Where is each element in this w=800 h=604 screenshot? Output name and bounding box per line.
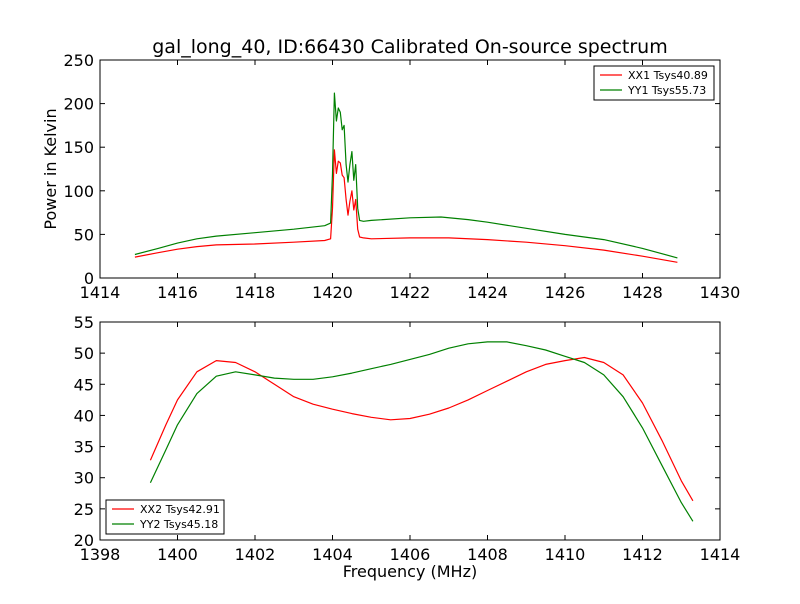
legend-label: YY1 Tsys55.73 [627, 84, 706, 97]
legend: XX2 Tsys42.91 YY2 Tsys45.18 [105, 499, 225, 535]
x-tick-label: 1424 [467, 283, 508, 302]
x-tick-label: 1412 [622, 545, 663, 564]
y-tick-label: 20 [74, 531, 94, 550]
legend-frame [105, 499, 225, 535]
chart-title: gal_long_40, ID:66430 Calibrated On-sour… [152, 36, 667, 58]
series-line-xx1 [134, 149, 678, 263]
x-tick-label: 1408 [467, 545, 508, 564]
plot-panel-bottom: 1398 1400 1402 1404 1406 1408 1410 1412 1414 20 25… [74, 313, 741, 581]
y-tick-label: 150 [63, 138, 94, 157]
y-tick-label: 30 [74, 469, 94, 488]
x-tick-label: 1420 [312, 283, 353, 302]
x-tick-label: 1426 [545, 283, 586, 302]
y-tick-label: 50 [74, 225, 94, 244]
legend: XX1 Tsys40.89 YY1 Tsys55.73 [593, 65, 715, 101]
x-axis-title: Frequency (MHz) [343, 562, 477, 581]
x-tick-label: 1430 [700, 283, 741, 302]
y-tick-label: 40 [74, 406, 94, 425]
x-tick-label: 1414 [80, 283, 121, 302]
x-tick-label: 1402 [235, 545, 276, 564]
x-tick-label: 1406 [390, 545, 431, 564]
x-tick-label: 1400 [157, 545, 198, 564]
legend-label: XX1 Tsys40.89 [628, 69, 708, 82]
series-line-yy1 [134, 92, 678, 259]
legend-frame [593, 65, 715, 101]
legend-label: YY2 Tsys45.18 [139, 518, 218, 531]
y-tick-label: 50 [74, 344, 94, 363]
y-tick-label: 200 [63, 95, 94, 114]
x-tick-label: 1398 [80, 545, 121, 564]
y-tick-label: 45 [74, 375, 94, 394]
legend-label: XX2 Tsys42.91 [140, 503, 220, 516]
x-tick-label: 1428 [622, 283, 663, 302]
y-tick-label: 25 [74, 500, 94, 519]
x-tick-label: 1414 [700, 545, 741, 564]
y-tick-label: 0 [84, 269, 94, 288]
x-tick-label: 1416 [157, 283, 198, 302]
x-tick-label: 1422 [390, 283, 431, 302]
y-tick-label: 55 [74, 313, 94, 332]
x-tick-label: 1404 [312, 545, 353, 564]
y-tick-label: 250 [63, 51, 94, 70]
series-line-yy2 [149, 341, 694, 522]
y-tick-label: 100 [63, 182, 94, 201]
y-axis-title: Power in Kelvin [41, 108, 60, 229]
y-tick-label: 35 [74, 438, 94, 457]
x-tick-label: 1410 [545, 545, 586, 564]
plot-panel-top: 1414 1416 1418 1420 1422 1424 1426 1428 1430 0 50 1… [41, 51, 740, 302]
series-line-xx2 [149, 356, 694, 502]
x-tick-label: 1418 [235, 283, 276, 302]
